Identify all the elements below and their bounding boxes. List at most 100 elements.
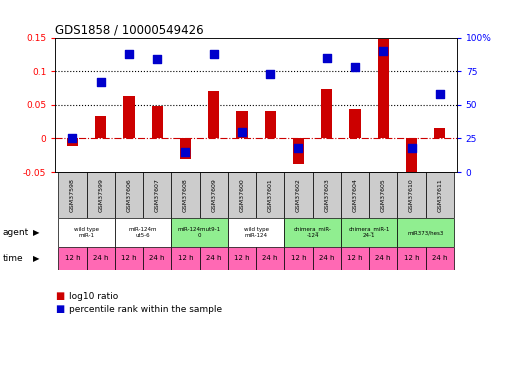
Text: 12 h: 12 h — [177, 255, 193, 261]
Bar — [369, 247, 398, 270]
Bar — [398, 218, 454, 247]
Text: miR-124m
ut5-6: miR-124m ut5-6 — [129, 227, 157, 238]
Text: 12 h: 12 h — [64, 255, 80, 261]
Point — [238, 129, 246, 135]
Text: 24 h: 24 h — [375, 255, 391, 261]
Bar — [143, 172, 171, 218]
Text: miR-124mut9-1
0: miR-124mut9-1 0 — [178, 227, 221, 238]
Text: 24 h: 24 h — [149, 255, 165, 261]
Text: ▶: ▶ — [33, 228, 39, 237]
Text: 24 h: 24 h — [262, 255, 278, 261]
Text: GSM37607: GSM37607 — [155, 178, 159, 212]
Bar — [406, 138, 417, 179]
Text: percentile rank within the sample: percentile rank within the sample — [69, 305, 222, 314]
Bar — [285, 218, 341, 247]
Text: 24 h: 24 h — [206, 255, 221, 261]
Point — [181, 149, 190, 155]
Bar — [87, 247, 115, 270]
Point — [97, 79, 105, 85]
Bar — [228, 218, 285, 247]
Text: GSM37599: GSM37599 — [98, 178, 103, 212]
Text: GSM37604: GSM37604 — [353, 178, 357, 212]
Text: GSM37600: GSM37600 — [240, 178, 244, 212]
Bar — [341, 172, 369, 218]
Point — [351, 64, 359, 70]
Bar — [398, 247, 426, 270]
Text: chimera_miR-1
24-1: chimera_miR-1 24-1 — [348, 227, 390, 238]
Bar — [321, 89, 333, 138]
Text: wild type
miR-1: wild type miR-1 — [74, 227, 99, 238]
Text: 12 h: 12 h — [121, 255, 137, 261]
Point — [323, 55, 331, 61]
Text: time: time — [3, 254, 23, 263]
Bar — [228, 172, 256, 218]
Bar — [115, 172, 143, 218]
Point — [153, 56, 162, 62]
Text: log10 ratio: log10 ratio — [69, 292, 118, 301]
Bar — [256, 247, 285, 270]
Bar — [265, 111, 276, 138]
Bar — [123, 96, 135, 138]
Text: GDS1858 / 10000549426: GDS1858 / 10000549426 — [55, 23, 204, 36]
Bar — [200, 172, 228, 218]
Bar — [237, 111, 248, 138]
Text: ▶: ▶ — [33, 254, 39, 263]
Bar — [256, 172, 285, 218]
Bar — [293, 138, 304, 164]
Text: GSM37609: GSM37609 — [211, 178, 216, 212]
Text: GSM37598: GSM37598 — [70, 178, 75, 212]
Bar — [58, 172, 87, 218]
Bar — [67, 138, 78, 147]
Bar — [341, 247, 369, 270]
Point — [407, 145, 416, 151]
Text: 12 h: 12 h — [290, 255, 306, 261]
Text: miR373/hes3: miR373/hes3 — [408, 230, 444, 235]
Text: GSM37602: GSM37602 — [296, 178, 301, 212]
Bar — [115, 218, 171, 247]
Bar — [313, 247, 341, 270]
Bar — [171, 247, 200, 270]
Bar — [285, 172, 313, 218]
Bar — [341, 218, 398, 247]
Bar — [115, 247, 143, 270]
Bar — [95, 116, 106, 138]
Point — [266, 71, 275, 77]
Text: 24 h: 24 h — [319, 255, 334, 261]
Bar — [87, 172, 115, 218]
Point — [210, 51, 218, 57]
Bar — [152, 106, 163, 138]
Bar — [143, 247, 171, 270]
Point — [436, 91, 444, 97]
Bar — [313, 172, 341, 218]
Text: GSM37611: GSM37611 — [437, 178, 442, 212]
Text: GSM37605: GSM37605 — [381, 178, 386, 212]
Text: GSM37606: GSM37606 — [126, 178, 131, 212]
Text: GSM37601: GSM37601 — [268, 178, 272, 212]
Bar — [426, 172, 454, 218]
Bar — [378, 39, 389, 138]
Bar — [208, 91, 219, 138]
Bar — [58, 247, 87, 270]
Bar — [171, 172, 200, 218]
Bar — [350, 110, 361, 138]
Text: GSM37608: GSM37608 — [183, 178, 188, 212]
Text: ■: ■ — [55, 291, 65, 301]
Text: 12 h: 12 h — [234, 255, 250, 261]
Bar — [171, 218, 228, 247]
Bar — [434, 128, 446, 138]
Bar — [228, 247, 256, 270]
Bar — [58, 218, 115, 247]
Text: 24 h: 24 h — [432, 255, 448, 261]
Text: wild type
miR-124: wild type miR-124 — [243, 227, 269, 238]
Bar — [180, 138, 191, 159]
Text: 12 h: 12 h — [347, 255, 363, 261]
Text: ■: ■ — [55, 304, 65, 314]
Bar — [398, 172, 426, 218]
Text: GSM37603: GSM37603 — [324, 178, 329, 212]
Text: 24 h: 24 h — [93, 255, 108, 261]
Point — [294, 145, 303, 151]
Text: GSM37610: GSM37610 — [409, 178, 414, 212]
Point — [379, 48, 388, 54]
Text: 12 h: 12 h — [404, 255, 419, 261]
Point — [68, 135, 77, 141]
